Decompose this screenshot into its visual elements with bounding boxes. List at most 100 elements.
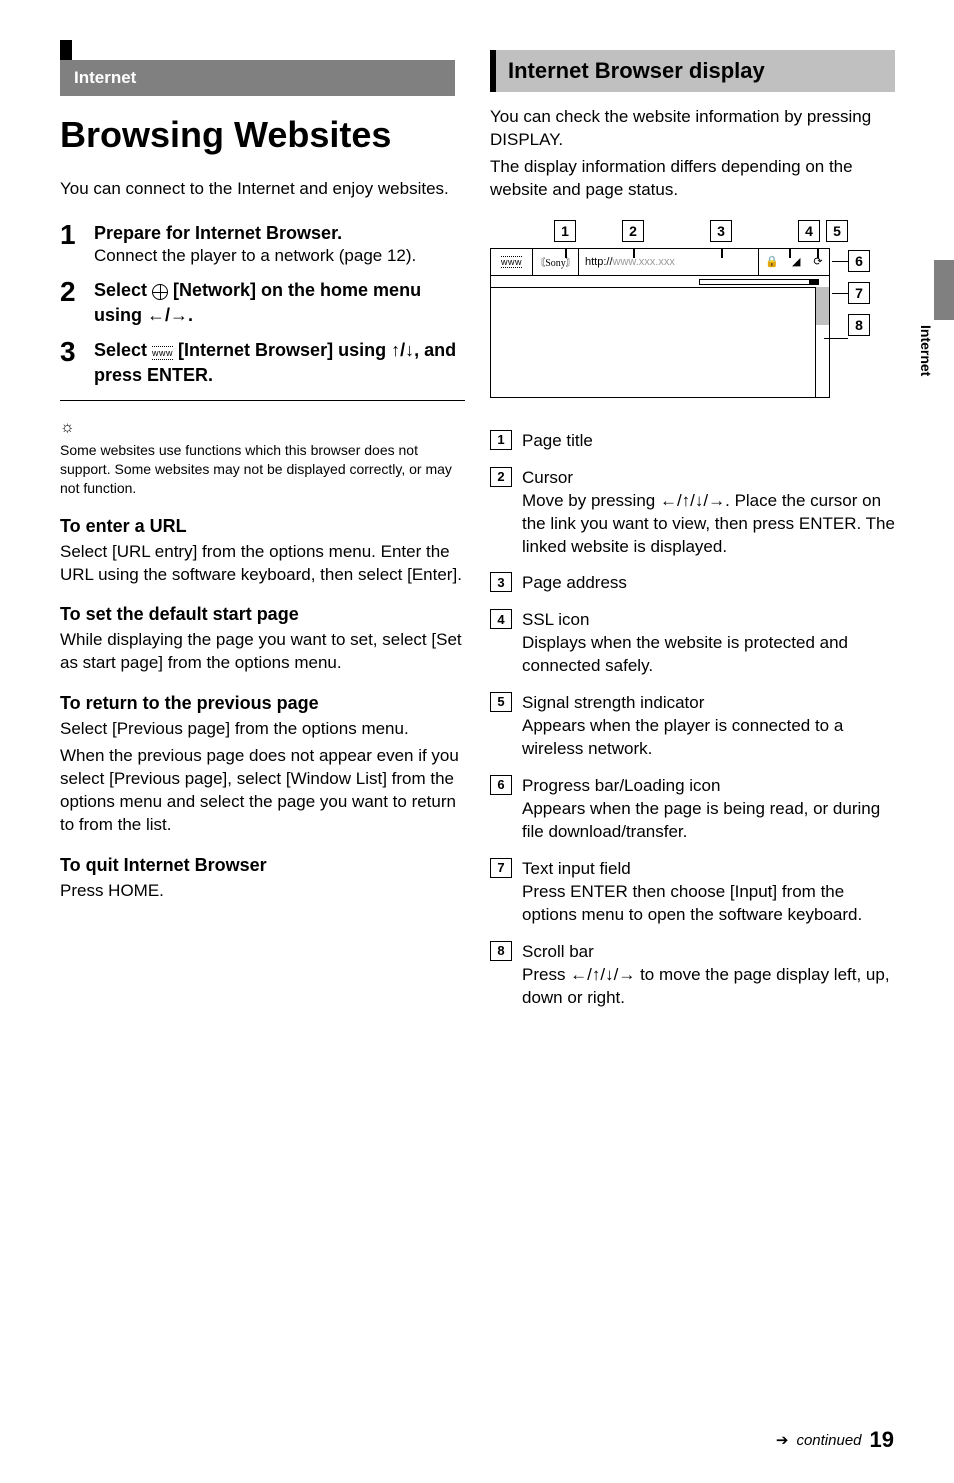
desc-item-3: 3 Page address — [490, 572, 895, 595]
desc-sub: Move by pressing ←/↑/↓/→. Place the curs… — [522, 490, 895, 559]
desc-sub: Press ←/↑/↓/→ to move the page display l… — [522, 964, 895, 1010]
status-icons: 🔒 ◢ ⟳ — [759, 249, 829, 275]
callout-7: 7 — [848, 282, 870, 304]
previous-heading: To return to the previous page — [60, 693, 465, 714]
intro-text: You can connect to the Internet and enjo… — [60, 178, 465, 201]
desc-title: Page title — [522, 431, 593, 450]
row-divider — [491, 287, 829, 288]
section-header: Internet — [60, 60, 455, 96]
desc-number: 8 — [490, 941, 512, 961]
divider — [60, 400, 465, 401]
desc-sub: Appears when the page is being read, or … — [522, 798, 895, 844]
quit-heading: To quit Internet Browser — [60, 855, 465, 876]
previous-paragraph-1: Select [Previous page] from the options … — [60, 718, 465, 741]
step-2: 2 Select [Network] on the home menu usin… — [60, 278, 465, 328]
progress-row — [491, 275, 829, 287]
startpage-heading: To set the default start page — [60, 604, 465, 625]
tab-label: 〘Sony〙 — [533, 249, 579, 275]
browser-display-header: Internet Browser display — [490, 50, 895, 92]
leader-line — [824, 338, 848, 340]
right-intro-1: You can check the website information by… — [490, 106, 895, 152]
top-callouts: 1 2 3 4 5 — [490, 220, 870, 242]
url-rest: www.xxx.xxx — [613, 256, 675, 268]
url-paragraph: Select [URL entry] from the options menu… — [60, 541, 465, 587]
page-number: 19 — [870, 1427, 894, 1453]
left-column: Internet Browsing Websites You can conne… — [60, 60, 465, 921]
loading-icon: ⟳ — [813, 255, 822, 268]
callout-description-list: 1 Page title 2 Cursor Move by pressing ←… — [490, 430, 895, 1010]
desc-number: 7 — [490, 858, 512, 878]
desc-sub: Appears when the player is connected to … — [522, 715, 895, 761]
url-heading: To enter a URL — [60, 516, 465, 537]
fine-print: Some websites use functions which this b… — [60, 441, 465, 498]
step-title: Prepare for Internet Browser. — [94, 221, 465, 245]
globe-icon — [152, 284, 168, 300]
page-title: Browsing Websites — [60, 114, 465, 156]
browser-figure: 1 2 3 4 5 www 〘Sony〙 http://www.xxx.xxx … — [490, 220, 870, 410]
desc-item-2: 2 Cursor Move by pressing ←/↑/↓/→. Place… — [490, 467, 895, 559]
step-number: 1 — [60, 221, 82, 268]
www-icon: www — [152, 346, 173, 360]
quit-paragraph: Press HOME. — [60, 880, 465, 903]
footer: ➔ continued 19 — [776, 1427, 894, 1453]
scroll-knob — [816, 287, 829, 325]
callout-4: 4 — [798, 220, 820, 242]
arrow-icons: ↑/↓ — [391, 340, 414, 360]
callout-8: 8 — [848, 314, 870, 336]
arrow-icons: ←/→ — [147, 305, 188, 325]
vertical-scrollbar — [815, 287, 829, 397]
callout-5: 5 — [826, 220, 848, 242]
step-number: 2 — [60, 278, 82, 328]
tip-icon: ☼ — [60, 419, 465, 437]
desc-sub: Displays when the website is protected a… — [522, 632, 895, 678]
url-bar: http://www.xxx.xxx — [579, 249, 759, 275]
browser-tab-row: www 〘Sony〙 http://www.xxx.xxx 🔒 ◢ ⟳ — [491, 249, 829, 275]
desc-title: Cursor — [522, 467, 895, 490]
desc-sub: Press ENTER then choose [Input] from the… — [522, 881, 895, 927]
desc-item-8: 8 Scroll bar Press ←/↑/↓/→ to move the p… — [490, 941, 895, 1010]
side-tab-label: Internet — [918, 325, 934, 376]
side-callouts: 6 7 8 — [848, 250, 870, 336]
desc-item-4: 4 SSL icon Displays when the website is … — [490, 609, 895, 678]
desc-title: Page address — [522, 573, 627, 592]
callout-3: 3 — [710, 220, 732, 242]
desc-number: 2 — [490, 467, 512, 487]
continued-arrow-icon: ➔ — [776, 1431, 789, 1449]
www-tab-icon: www — [491, 249, 533, 275]
step-1: 1 Prepare for Internet Browser. Connect … — [60, 221, 465, 268]
url-prefix: http:// — [585, 256, 613, 268]
step-title-part1: Select — [94, 280, 152, 300]
step-title-part1: Select — [94, 340, 152, 360]
startpage-paragraph: While displaying the page you want to se… — [60, 629, 465, 675]
step-body-text: Connect the player to a network (page 12… — [94, 245, 465, 268]
desc-title: Scroll bar — [522, 941, 895, 964]
progress-bar-fill — [809, 279, 819, 285]
desc-number: 6 — [490, 775, 512, 795]
desc-item-1: 1 Page title — [490, 430, 895, 453]
leader-line — [832, 261, 848, 263]
callout-2: 2 — [622, 220, 644, 242]
desc-item-5: 5 Signal strength indicator Appears when… — [490, 692, 895, 761]
progress-bar-track — [699, 279, 819, 285]
desc-item-6: 6 Progress bar/Loading icon Appears when… — [490, 775, 895, 844]
right-intro-2: The display information differs dependin… — [490, 156, 895, 202]
step-3: 3 Select www [Internet Browser] using ↑/… — [60, 338, 465, 388]
callout-6: 6 — [848, 250, 870, 272]
desc-title: Signal strength indicator — [522, 692, 895, 715]
step-title-part2: [Internet Browser] using — [173, 340, 391, 360]
signal-icon: ◢ — [792, 255, 800, 268]
desc-title: Progress bar/Loading icon — [522, 775, 895, 798]
leader-line — [832, 293, 848, 295]
desc-number: 5 — [490, 692, 512, 712]
lock-icon: 🔒 — [765, 255, 779, 268]
desc-number: 3 — [490, 572, 512, 592]
desc-title: Text input field — [522, 858, 895, 881]
browser-window: www 〘Sony〙 http://www.xxx.xxx 🔒 ◢ ⟳ — [490, 248, 830, 398]
step-number: 3 — [60, 338, 82, 388]
right-column: Internet Browser display You can check t… — [490, 50, 895, 1023]
desc-title: SSL icon — [522, 609, 895, 632]
steps-list: 1 Prepare for Internet Browser. Connect … — [60, 221, 465, 388]
step-title-part3: . — [188, 305, 193, 325]
callout-1: 1 — [554, 220, 576, 242]
continued-label: continued — [796, 1432, 861, 1449]
